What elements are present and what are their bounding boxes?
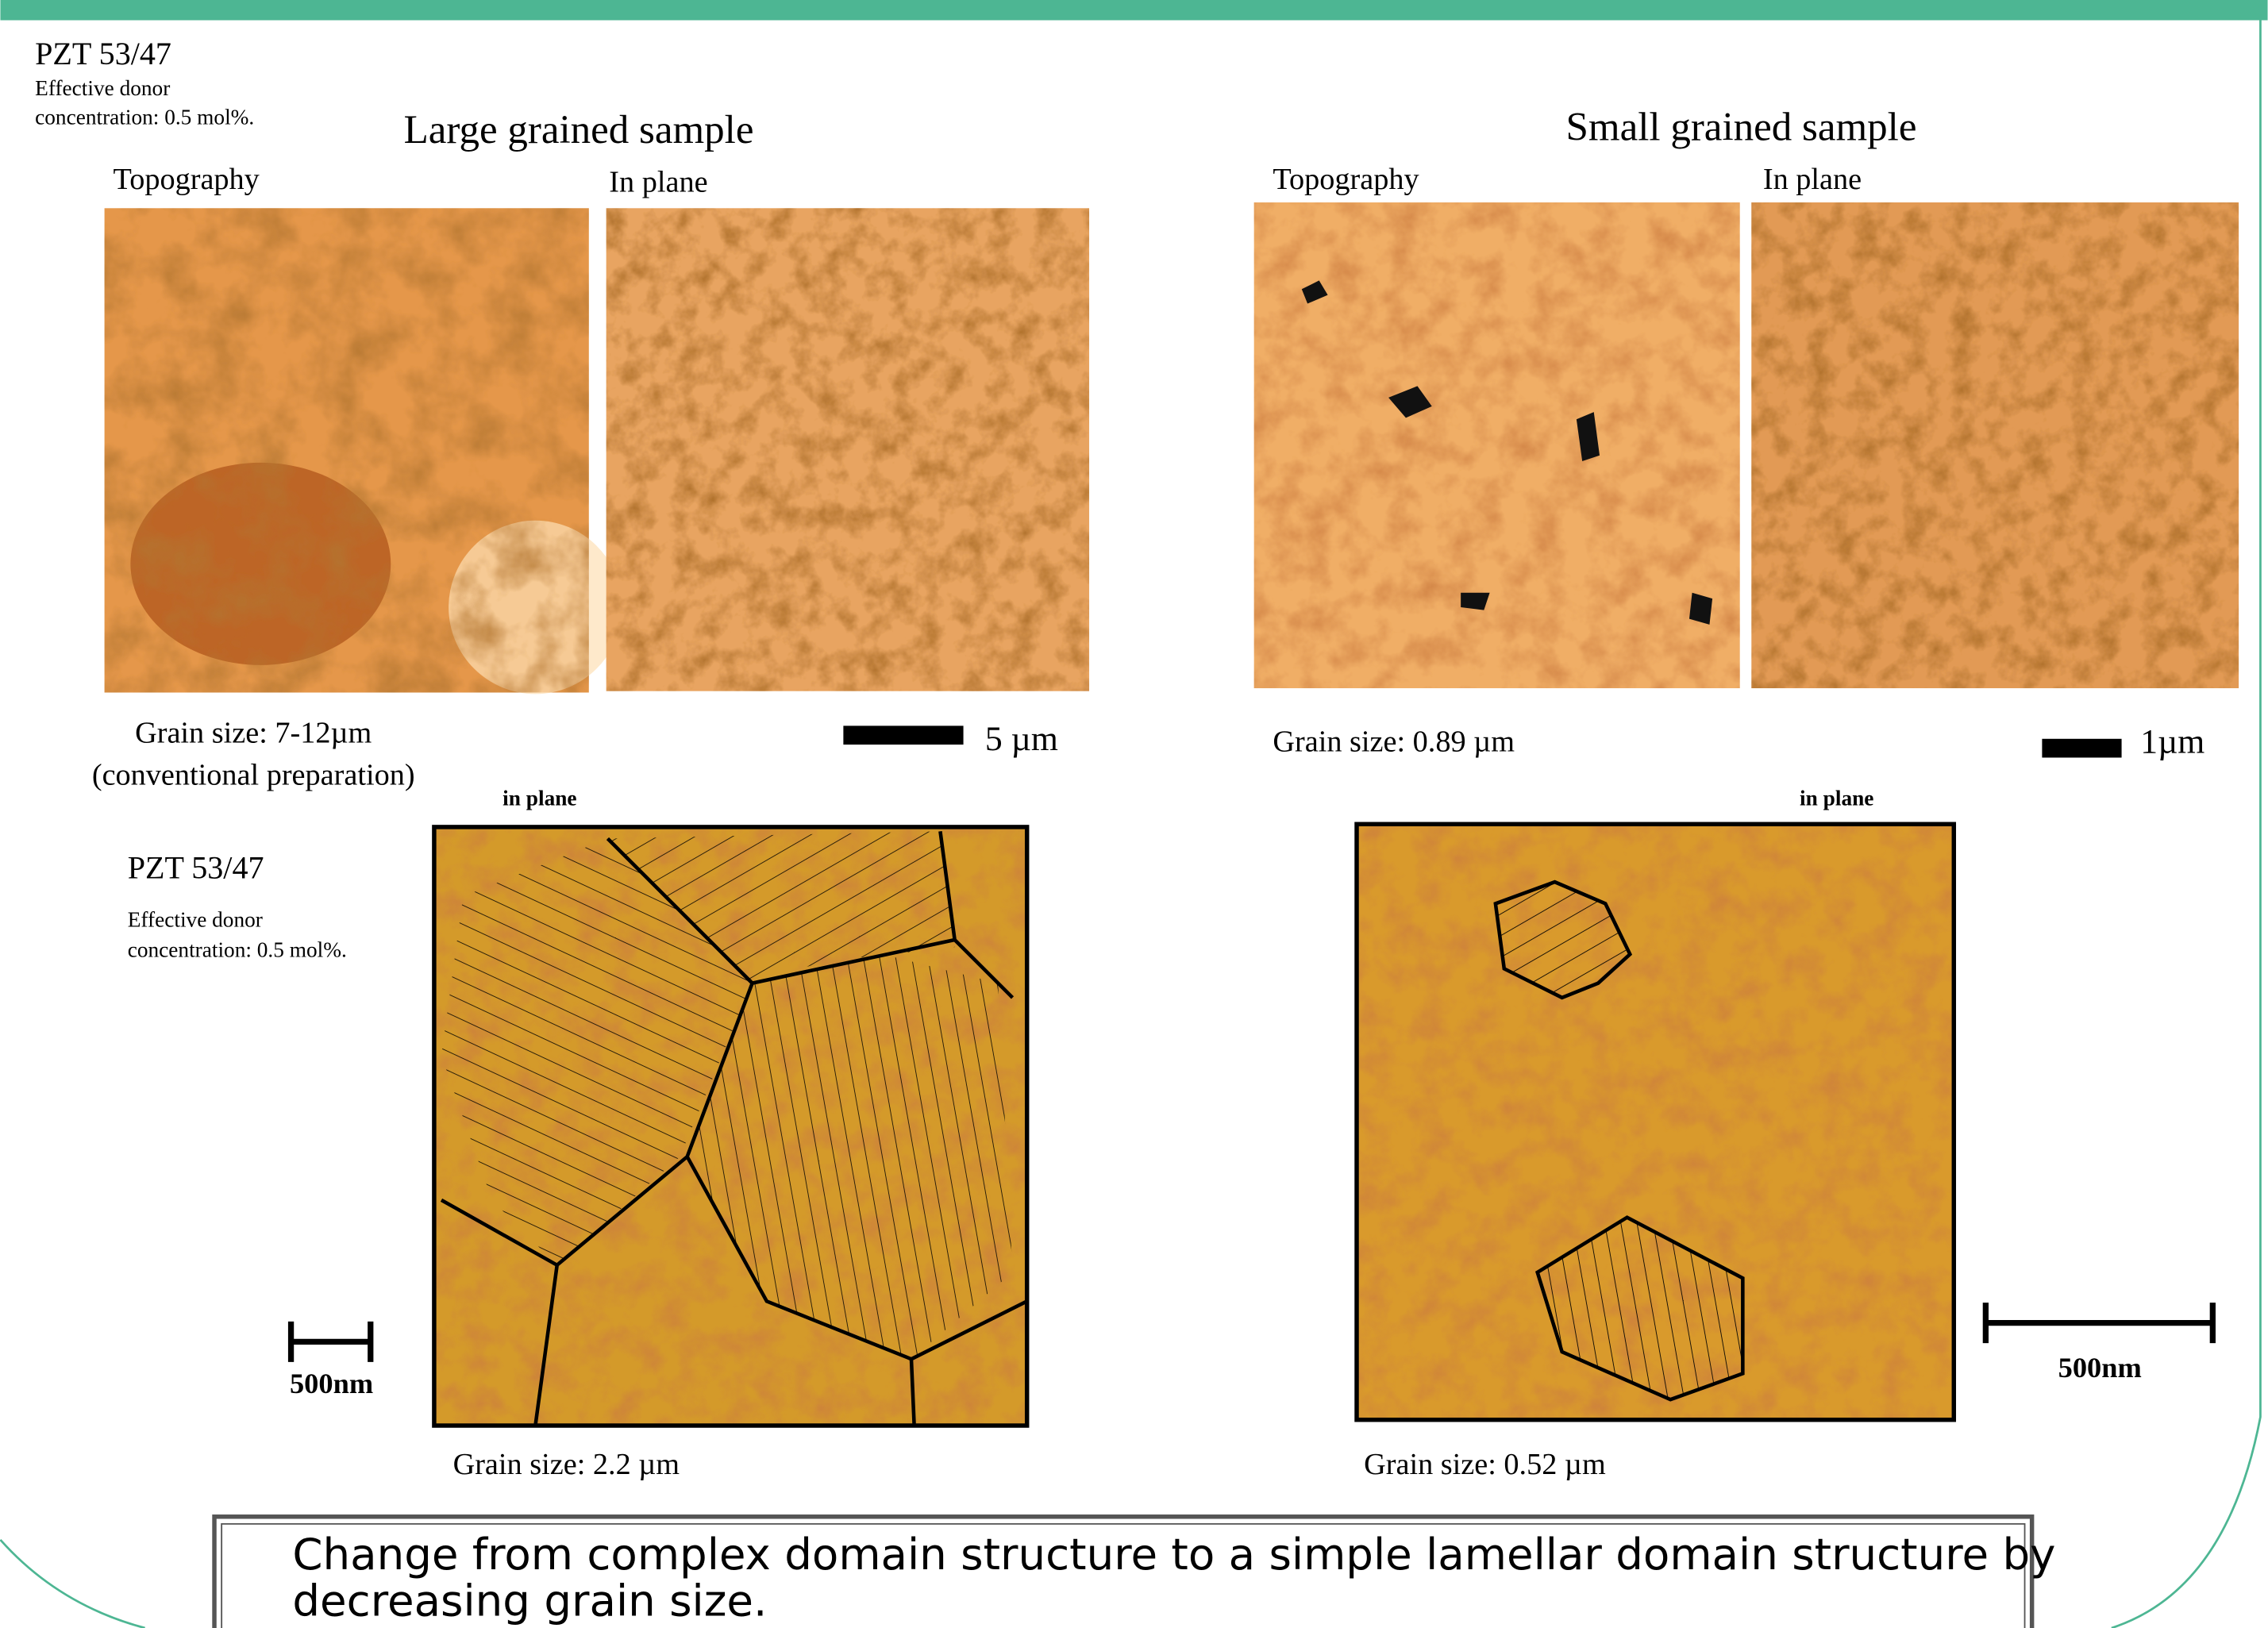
sample-name: PZT 53/47 [128, 849, 264, 885]
scale-bar [2042, 739, 2121, 758]
donor-text: concentration: 0.5 mol%. [35, 106, 254, 129]
image-label: In plane [1763, 163, 1862, 196]
donor-text: Effective donor [35, 76, 170, 100]
afm-image [105, 208, 622, 694]
grain-size: Grain size: 0.89 µm [1273, 725, 1515, 758]
slide: PZT 53/47 Effective donor concentration:… [0, 0, 2268, 1628]
image-caption: in plane [1800, 786, 1873, 810]
sample-name: PZT 53/47 [35, 36, 171, 71]
conclusion-text: decreasing grain size. [292, 1575, 767, 1626]
grain-size: Grain size: 7-12µm [135, 716, 372, 749]
scale-bar [291, 1322, 371, 1362]
afm-image [1254, 202, 1740, 688]
scale-label: 1µm [2140, 722, 2204, 760]
scale-label: 500nm [290, 1368, 373, 1399]
image-label: In plane [609, 166, 707, 199]
conclusion-text: Change from complex domain structure to … [292, 1529, 2055, 1580]
page: { "header": {"sample": "PZT 53/47", "don… [0, 0, 2268, 1628]
image-label: Topography [1273, 163, 1419, 196]
scale-label: 5 µm [985, 720, 1058, 758]
afm-image [606, 208, 1089, 691]
scale-label: 500nm [2058, 1352, 2142, 1384]
afm-image [1751, 202, 2239, 688]
scale-bar [843, 725, 963, 745]
donor-text: concentration: 0.5 mol%. [128, 938, 347, 962]
grain-size: Grain size: 0.52 µm [1364, 1448, 1606, 1481]
donor-text: Effective donor [128, 907, 263, 931]
section-title: Small grained sample [1566, 105, 1917, 149]
grain-size: Grain size: 2.2 µm [453, 1448, 680, 1481]
annotated-pfm-image [434, 827, 1027, 1426]
header-bar [0, 0, 2267, 21]
section-title: Large grained sample [404, 108, 754, 152]
grain-size: (conventional preparation) [92, 758, 415, 791]
image-caption: in plane [503, 786, 576, 810]
frame-curve [0, 1540, 144, 1628]
annotated-pfm-image [1357, 824, 1954, 1419]
scale-bar [1985, 1303, 2212, 1343]
image-label: Topography [114, 163, 260, 196]
